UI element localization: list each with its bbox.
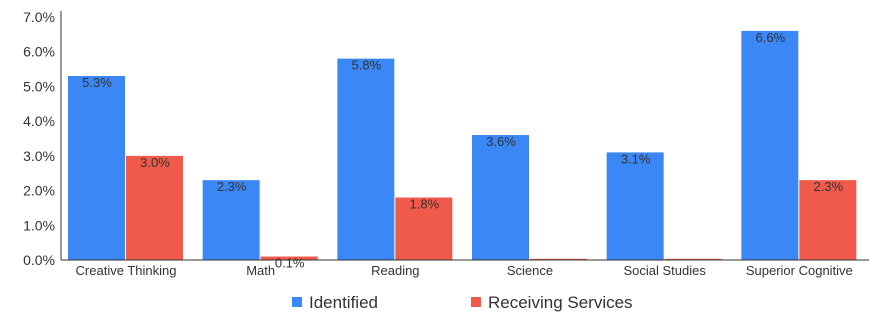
data-labels: 5.3% 2.3% 5.8% 3.6% 3.1% 6.6% 3.0% 0.1% 1.8% 2.3% <box>82 30 843 271</box>
legend-label: Identified <box>309 293 378 312</box>
bar-identified <box>337 58 395 261</box>
bar-identified <box>472 135 529 260</box>
y-tick-label: 0.0% <box>23 252 55 268</box>
x-category-label: Reading <box>371 263 419 278</box>
y-axis: 0.0% 1.0% 2.0% 3.0% 4.0% 5.0% 6.0% 7.0% <box>23 9 62 268</box>
bar-receiving-services <box>260 256 318 260</box>
bar-identified <box>202 180 260 260</box>
bar-receiving-services <box>664 258 722 260</box>
x-category-label: Social Studies <box>623 263 706 278</box>
bar-receiving-services <box>395 197 453 260</box>
bar-receiving-services <box>530 258 587 260</box>
data-label: 1.8% <box>410 197 440 212</box>
x-category-label: Math <box>246 263 275 278</box>
legend: Identified Receiving Services <box>292 293 633 312</box>
data-label: 5.8% <box>352 58 382 73</box>
legend-swatch <box>471 297 481 307</box>
bars <box>68 30 857 261</box>
data-label: 5.3% <box>82 75 112 90</box>
y-tick-label: 2.0% <box>23 183 55 199</box>
data-label: 2.3% <box>814 179 844 194</box>
x-axis: Creative Thinking Math Reading Science Socia… <box>61 259 869 278</box>
bar-receiving-services <box>799 180 857 260</box>
data-label: 3.1% <box>621 151 651 166</box>
x-category-label: Science <box>507 263 553 278</box>
bar-receiving-services <box>126 155 183 260</box>
legend-swatch <box>292 297 302 307</box>
y-tick-label: 5.0% <box>23 78 55 94</box>
y-tick-label: 6.0% <box>23 44 55 60</box>
bar-identified <box>68 76 125 260</box>
y-tick-label: 3.0% <box>23 148 55 164</box>
bar-identified <box>741 30 799 261</box>
bar-identified <box>606 152 664 260</box>
data-label: 6.6% <box>756 30 786 45</box>
data-label: 0.1% <box>275 256 305 271</box>
data-label: 3.0% <box>140 155 170 170</box>
x-category-label: Creative Thinking <box>76 263 177 278</box>
data-label: 2.3% <box>217 179 247 194</box>
x-category-label: Superior Cognitive <box>746 263 853 278</box>
y-tick-label: 7.0% <box>23 9 55 25</box>
data-label: 3.6% <box>486 134 516 149</box>
y-tick-label: 1.0% <box>23 217 55 233</box>
legend-label: Receiving Services <box>488 293 633 312</box>
y-tick-label: 4.0% <box>23 113 55 129</box>
